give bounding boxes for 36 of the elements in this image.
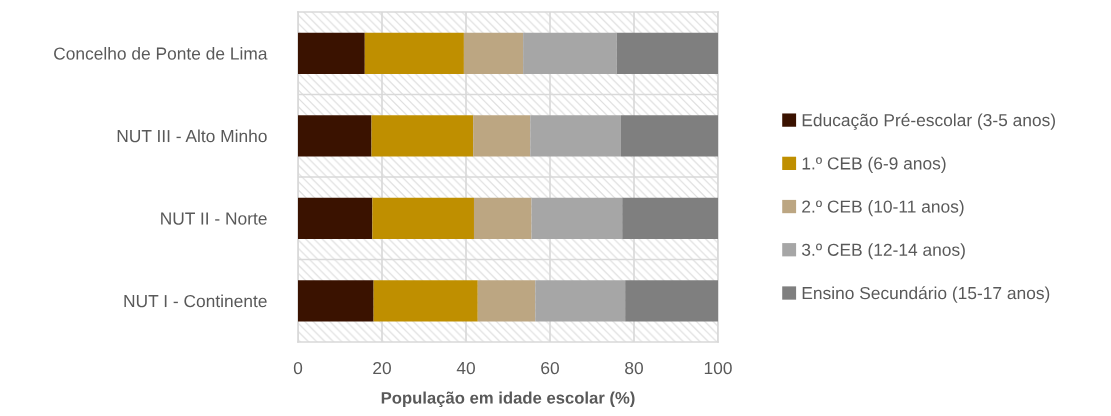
bar [473, 115, 531, 157]
x-tick-label: 100 [704, 361, 732, 375]
bar [298, 197, 373, 239]
bar [622, 197, 718, 239]
bar [531, 197, 623, 239]
y-tick-label: Concelho de Ponte de Lima [54, 46, 268, 60]
y-tick-label: NUT II - Norte [161, 212, 267, 225]
y-tick-label: NUT I - Continente [124, 294, 267, 308]
bar [364, 32, 464, 74]
legend-label: 3.º CEB (12-14 anos) [801, 243, 965, 260]
x-tick-label: 60 [541, 361, 559, 375]
x-tick-label: 0 [293, 361, 303, 375]
bar [298, 280, 374, 322]
bar [616, 32, 718, 74]
x-tick-label: 40 [456, 361, 475, 375]
bar [477, 280, 536, 322]
bar [372, 197, 474, 239]
y-tick-label: NUT III - Alto Minho [117, 129, 267, 143]
bar [473, 197, 532, 239]
bar [371, 115, 474, 157]
bar [625, 280, 718, 322]
legend-label: Educação Pré-escolar (3-5 anos) [802, 113, 1055, 130]
bar [530, 115, 621, 157]
bar [298, 32, 365, 74]
bar [535, 280, 626, 322]
bar [373, 280, 478, 322]
x-tick-label: 20 [373, 361, 391, 375]
bar [620, 115, 718, 157]
bar [298, 115, 372, 157]
x-axis-title: População em idade escolar (%) [381, 391, 635, 408]
legend-label: 2.º CEB (10-11 anos) [802, 200, 964, 217]
bar [523, 32, 617, 74]
legend-label: Ensino Secundário (15-17 anos) [802, 286, 1050, 303]
legend-label: 1.º CEB (6-9 anos) [802, 156, 946, 173]
bar [463, 32, 524, 74]
x-tick-label: 80 [625, 361, 643, 375]
